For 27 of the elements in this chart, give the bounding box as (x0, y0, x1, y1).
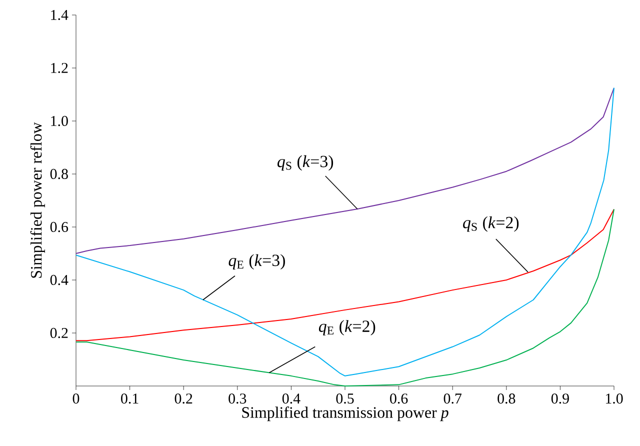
annotation: q$_{S}$ (k=3) (278, 155, 334, 171)
y-tick-label: 0.8 (50, 168, 68, 180)
y-axis-title: Simplified power reflow (30, 122, 45, 278)
y-tick-label: 0.4 (50, 274, 68, 286)
y-tick-label: 0.6 (50, 222, 68, 232)
x-tick-label: 0.9 (551, 394, 569, 404)
x-tick-label: 0.4 (282, 394, 300, 404)
y-tick-label: 1.2 (51, 62, 68, 74)
x-tick-label: 0.3 (228, 394, 246, 404)
x-tick-label: 0.6 (390, 394, 408, 404)
x-tick-label: 0.8 (498, 394, 516, 404)
x-tick-label: 0.1 (121, 394, 138, 404)
annotation: q$_{E}$ (k=2) (318, 320, 376, 336)
x-tick-label: 0.2 (174, 394, 192, 404)
y-tick-label: 1.4 (51, 10, 68, 20)
x-tick-label: 0.5 (336, 394, 354, 404)
y-tick-label: 1.0 (51, 116, 68, 126)
annotation: q$_{S}$ (k=2) (463, 216, 519, 232)
x-tick-label: 0.7 (444, 394, 462, 404)
line-series (76, 208, 615, 342)
x-tick-label: 0 (72, 394, 80, 404)
line-series (76, 87, 615, 254)
x-tick-label: 1.0 (606, 394, 623, 404)
x-axis-title: Simplified transmission power p (242, 406, 448, 422)
y-tick-label: 0.2 (50, 328, 68, 338)
line-series (76, 87, 615, 376)
annotation: q$_{E}$ (k=3) (228, 254, 285, 270)
